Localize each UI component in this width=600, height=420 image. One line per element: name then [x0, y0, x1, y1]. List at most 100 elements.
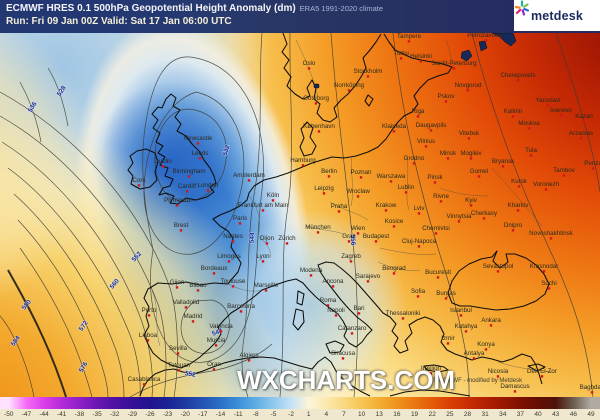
city-dot [196, 289, 200, 292]
city-dot [356, 232, 360, 235]
city-label: Catanzaro [338, 325, 367, 332]
climate-reference: ERA5 1991-2020 climate [299, 4, 384, 13]
colorbar-tick: -2 [288, 411, 294, 418]
city-label: Baghdad [580, 384, 600, 391]
city-dot [464, 330, 468, 333]
city-dot [239, 310, 243, 313]
city-label: Lublin [398, 184, 415, 191]
city-label: Beograd [382, 265, 406, 272]
city-dot [429, 129, 433, 132]
colorbar-tick: 40 [534, 411, 542, 418]
city-label: Newcastle [184, 135, 213, 142]
city-label: Frankfurt am Main [238, 202, 289, 209]
city-dot [392, 225, 396, 228]
city-dot [416, 295, 420, 298]
city-label: Sevilla [169, 345, 188, 352]
city-dot [219, 330, 223, 333]
city-label: Göteborg [303, 95, 329, 102]
city-label: Porto [142, 307, 157, 314]
city-label: Toulouse [221, 278, 246, 285]
colorbar-tick: -32 [109, 411, 120, 418]
city-dot [356, 195, 360, 198]
colorbar-gradient [0, 397, 600, 409]
city-dot [529, 154, 533, 157]
city-dot [177, 369, 181, 372]
city-label: Cork [132, 177, 146, 184]
city-label: Tampere [397, 33, 422, 40]
city-dot [467, 137, 471, 140]
city-dot [247, 179, 251, 182]
city-label: Voronezh [533, 181, 560, 188]
city-label: Köln [267, 192, 280, 199]
ecmwf-credit: © ECMWF - modified by Metdesk [433, 378, 523, 384]
city-dot [359, 176, 363, 179]
city-label: Iraklion [421, 365, 442, 372]
city-dot [146, 339, 150, 342]
city-dot [331, 285, 335, 288]
city-label: Dijon [260, 235, 275, 242]
city-dot [347, 240, 351, 243]
colorbar-tick: -47 [21, 411, 32, 418]
city-dot [591, 167, 595, 170]
city-dot [238, 222, 242, 225]
city-dot [516, 79, 520, 82]
city-label: Istanbul [450, 307, 472, 314]
colorbar-tick: 49 [587, 411, 595, 418]
city-dot [412, 162, 416, 165]
city-label: Cardiff [178, 183, 196, 190]
city-dot [459, 314, 463, 317]
city-dot [469, 157, 473, 160]
city-label: Cherepovets [500, 72, 535, 79]
contour-label: 552 [184, 370, 196, 379]
city-label: Siracusa [331, 350, 356, 357]
city-label: Roma [320, 297, 337, 304]
map-title: ECMWF HRES 0.1 500hPa Geopotential Heigh… [6, 3, 600, 14]
colorbar-tick: 1 [306, 411, 311, 418]
city-label: Graz [342, 233, 355, 240]
city-label: Grodno [404, 155, 425, 162]
height-contours [0, 32, 600, 398]
city-dot [261, 260, 265, 263]
city-dot [214, 344, 218, 347]
city-dot [206, 189, 210, 192]
city-label: Novoshakhtinsk [529, 230, 574, 237]
city-label: Helsinki [410, 53, 432, 60]
city-dot [392, 130, 396, 133]
city-label: Rivne [433, 193, 449, 200]
city-dot [429, 372, 433, 375]
city-dot [547, 287, 551, 290]
city-dot [175, 204, 179, 207]
city-dot [271, 199, 275, 202]
city-label: Budapest [363, 233, 389, 240]
city-dot [544, 188, 548, 191]
city-dot [316, 231, 320, 234]
city-dot [546, 104, 550, 107]
contour-label: 556 [349, 234, 356, 245]
city-label: Kosice [385, 218, 404, 225]
city-label: Algiers [240, 352, 259, 359]
colorbar-tick: -23 [162, 411, 173, 418]
city-label: Tula [525, 147, 537, 154]
city-label: Deir El-Zor [527, 368, 557, 375]
city-dot [549, 237, 553, 240]
city-label: Kharkiv [508, 202, 530, 209]
city-label: Limoges [217, 253, 240, 260]
city-label: Brest [174, 222, 189, 229]
city-label: Plymouth [164, 197, 190, 204]
city-dot [196, 142, 200, 145]
country-borders [151, 39, 553, 373]
city-label: Kyiv [465, 197, 478, 204]
city-label: Nantes [223, 233, 243, 240]
city-label: Konya [477, 341, 495, 348]
city-label: Yaroslavl [536, 97, 561, 104]
city-dot [341, 357, 345, 360]
colorbar-tick: 34 [499, 411, 507, 418]
colorbar-tick: 22 [428, 411, 436, 418]
city-dot [357, 312, 361, 315]
city-label: Wroclaw [346, 188, 370, 195]
city-dot [496, 270, 500, 273]
city-dot [582, 120, 586, 123]
city-dot [184, 306, 188, 309]
city-dot [317, 130, 321, 133]
city-label: Ankara [481, 317, 501, 324]
